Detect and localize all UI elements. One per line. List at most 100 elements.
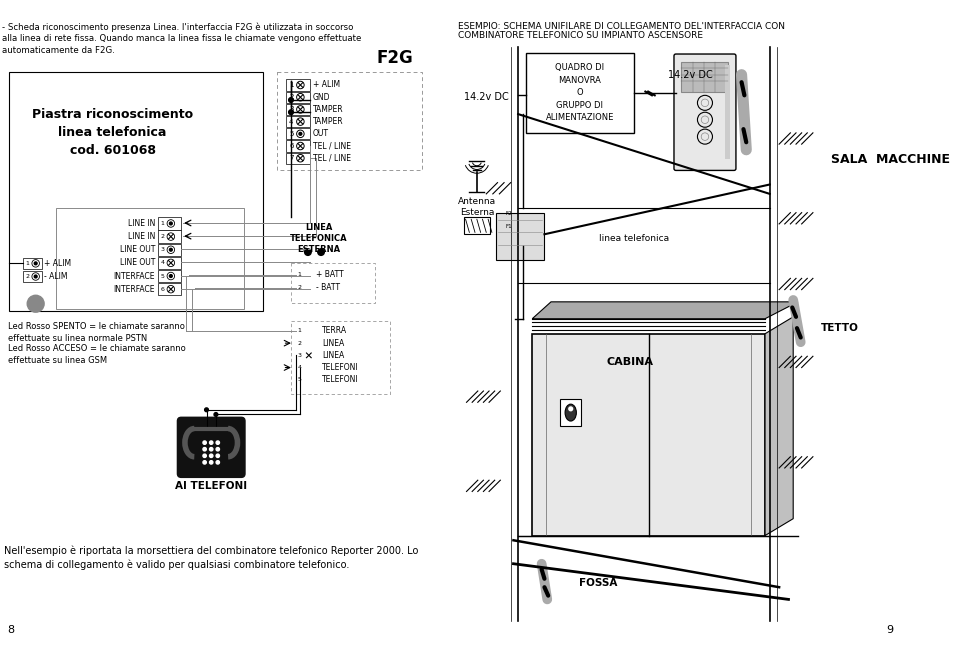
- Text: + ALIM: + ALIM: [44, 259, 71, 268]
- Text: OUT: OUT: [313, 129, 328, 139]
- Circle shape: [209, 461, 213, 464]
- Bar: [286, 152, 310, 164]
- Bar: [296, 374, 319, 385]
- Circle shape: [216, 447, 220, 451]
- Circle shape: [306, 286, 309, 289]
- Circle shape: [307, 378, 310, 381]
- Bar: [526, 53, 634, 133]
- Circle shape: [169, 222, 172, 225]
- Text: 2: 2: [298, 341, 301, 346]
- Circle shape: [569, 407, 572, 411]
- Bar: [495, 213, 544, 259]
- Bar: [157, 230, 181, 243]
- Bar: [725, 65, 731, 159]
- Bar: [286, 116, 310, 127]
- Text: 9: 9: [886, 625, 894, 635]
- Bar: [157, 283, 181, 295]
- Polygon shape: [765, 317, 793, 535]
- Bar: [296, 282, 315, 294]
- Text: 6: 6: [160, 286, 164, 292]
- Text: COMBINATORE TELEFONICO SU IMPIANTO ASCENSORE: COMBINATORE TELEFONICO SU IMPIANTO ASCEN…: [458, 30, 703, 40]
- Text: TAMPER: TAMPER: [313, 105, 344, 114]
- Text: 5: 5: [289, 131, 294, 137]
- Circle shape: [209, 441, 213, 444]
- Text: F2G: F2G: [376, 49, 413, 67]
- Text: 3: 3: [298, 353, 301, 358]
- Text: F1: F1: [505, 224, 512, 228]
- FancyBboxPatch shape: [291, 321, 390, 394]
- Bar: [286, 128, 310, 139]
- Text: LINEA: LINEA: [322, 339, 345, 348]
- Text: 2: 2: [160, 234, 164, 239]
- Text: ESEMPIO: SCHEMA UNIFILARE DI COLLEGAMENTO DEL'INTERFACCIA CON: ESEMPIO: SCHEMA UNIFILARE DI COLLEGAMENT…: [458, 22, 785, 31]
- Text: 4: 4: [289, 119, 294, 125]
- Text: QUADRO DI
MANOVRA
O
GRUPPO DI
ALIMENTAZIONE: QUADRO DI MANOVRA O GRUPPO DI ALIMENTAZI…: [545, 63, 613, 123]
- Bar: [286, 104, 310, 115]
- Bar: [157, 217, 181, 230]
- Text: - BATT: - BATT: [317, 283, 341, 292]
- Circle shape: [203, 461, 206, 464]
- Text: TELEFONI: TELEFONI: [322, 376, 359, 384]
- Circle shape: [289, 110, 294, 115]
- Text: INTERFACE: INTERFACE: [113, 271, 155, 280]
- Text: AI TELEFONI: AI TELEFONI: [175, 481, 248, 491]
- Text: 2: 2: [289, 94, 294, 100]
- Circle shape: [203, 447, 206, 451]
- Bar: [296, 325, 319, 337]
- Circle shape: [216, 441, 220, 444]
- Text: LINE IN: LINE IN: [128, 232, 155, 241]
- Circle shape: [209, 447, 213, 451]
- Bar: [23, 271, 42, 282]
- Text: TELEFONI: TELEFONI: [322, 363, 359, 372]
- Circle shape: [304, 249, 311, 255]
- Text: 7: 7: [289, 155, 294, 161]
- Circle shape: [306, 273, 309, 276]
- Text: Piastra riconoscimento
linea telefonica
cod. 601068: Piastra riconoscimento linea telefonica …: [32, 108, 193, 157]
- Circle shape: [318, 249, 324, 255]
- Bar: [157, 257, 181, 269]
- Bar: [296, 269, 315, 280]
- Bar: [23, 257, 42, 269]
- Bar: [10, 72, 263, 312]
- Circle shape: [289, 98, 294, 102]
- Text: TEL / LINE: TEL / LINE: [313, 141, 350, 150]
- Text: 5: 5: [298, 378, 301, 382]
- FancyBboxPatch shape: [276, 72, 422, 170]
- Bar: [286, 79, 310, 90]
- Text: SALA  MACCHINE: SALA MACCHINE: [830, 152, 949, 166]
- Circle shape: [35, 262, 37, 265]
- Circle shape: [209, 454, 213, 457]
- Text: LINEA
TELEFONICA
ESTERNA: LINEA TELEFONICA ESTERNA: [290, 223, 348, 254]
- Text: F2: F2: [505, 211, 512, 216]
- Text: TETTO: TETTO: [822, 323, 859, 333]
- Text: 2: 2: [298, 285, 301, 290]
- Polygon shape: [532, 302, 798, 319]
- Text: - ALIM: - ALIM: [44, 272, 67, 281]
- Bar: [296, 337, 319, 348]
- Text: LINE IN: LINE IN: [128, 219, 155, 228]
- Bar: [57, 208, 244, 310]
- Text: 14.2v DC: 14.2v DC: [667, 70, 712, 80]
- Text: INTERFACE: INTERFACE: [113, 284, 155, 294]
- Text: 4: 4: [160, 261, 164, 265]
- Circle shape: [299, 133, 301, 135]
- Circle shape: [204, 408, 208, 412]
- Text: 2: 2: [25, 274, 30, 279]
- Bar: [561, 399, 581, 426]
- FancyBboxPatch shape: [291, 263, 375, 303]
- Text: + BATT: + BATT: [317, 270, 344, 279]
- Text: LINE OUT: LINE OUT: [119, 246, 155, 254]
- Circle shape: [216, 454, 220, 457]
- Circle shape: [216, 461, 220, 464]
- Bar: [532, 334, 765, 535]
- Text: - Scheda riconoscimento presenza Linea. l'interfaccia F2G è utilizzata in soccor: - Scheda riconoscimento presenza Linea. …: [2, 22, 361, 55]
- Circle shape: [307, 329, 310, 333]
- Text: 1: 1: [25, 261, 29, 266]
- Circle shape: [203, 454, 206, 457]
- Text: Led Rosso ACCESO = le chiamate saranno
effettuate su linea GSM: Led Rosso ACCESO = le chiamate saranno e…: [8, 344, 185, 364]
- Text: 6: 6: [289, 143, 294, 149]
- Text: 5: 5: [160, 273, 164, 279]
- Text: 3: 3: [160, 248, 164, 252]
- Text: 14.2v DC: 14.2v DC: [464, 92, 509, 102]
- Text: Led Rosso SPENTO = le chiamate saranno
effettuate su linea normale PSTN: Led Rosso SPENTO = le chiamate saranno e…: [8, 323, 184, 343]
